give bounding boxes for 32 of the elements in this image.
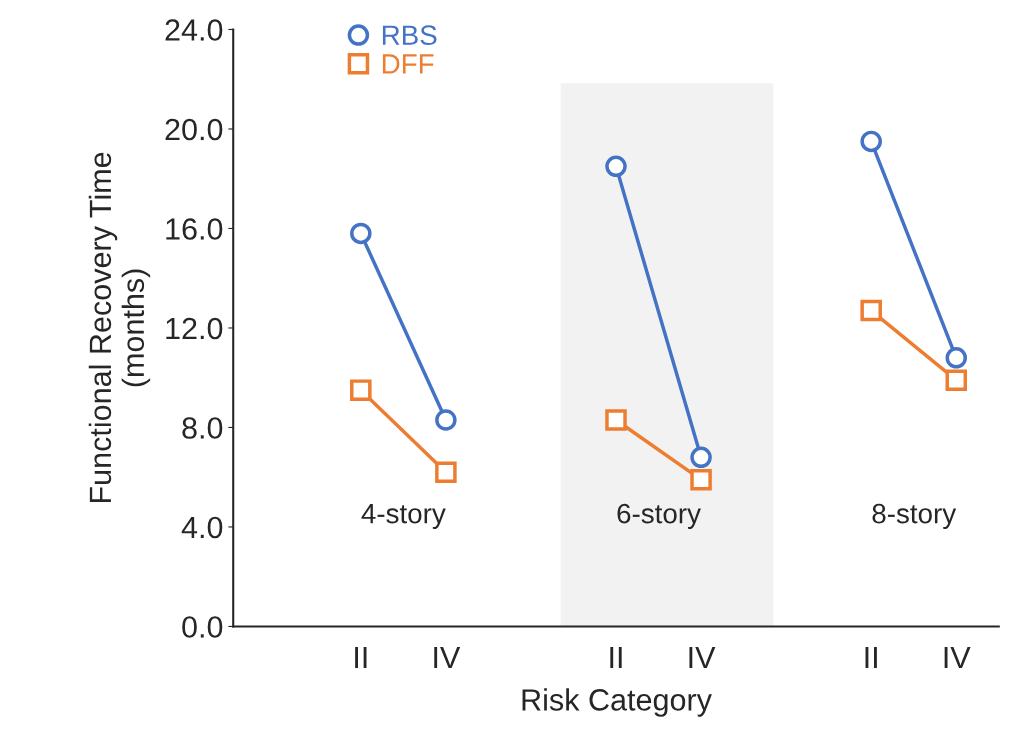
y-tick-label: 4.0 xyxy=(181,516,223,539)
point xyxy=(435,409,457,431)
x-tick-label: II xyxy=(865,647,877,669)
annotation: 4-story xyxy=(361,504,446,529)
point xyxy=(945,347,968,369)
point xyxy=(945,369,968,391)
y-tick-label: 8.0 xyxy=(182,417,223,439)
y-tick-label: 0.0 xyxy=(182,616,223,638)
annotation: 8-story xyxy=(872,503,957,529)
legend-label: DFF xyxy=(382,54,434,74)
annotation: 6-story xyxy=(617,503,701,529)
x-tick-label: IV xyxy=(944,647,971,669)
x-axis-title: Risk Category xyxy=(522,688,712,717)
legend-label: RBS xyxy=(382,25,437,46)
point xyxy=(435,461,457,483)
x-tick-label: IV xyxy=(434,647,461,669)
point xyxy=(350,379,372,401)
y-axis-title: Functional Recovery Time (months) xyxy=(88,152,151,503)
point xyxy=(860,130,882,153)
x-tick-label: II xyxy=(355,647,367,669)
y-tick-label: 12.0 xyxy=(166,317,223,340)
y-tick-label: 20.0 xyxy=(165,118,223,141)
y-tick-label: 24.0 xyxy=(165,19,223,41)
point xyxy=(860,299,882,322)
y-tick-label: 16.0 xyxy=(166,218,223,240)
point xyxy=(690,468,712,491)
point xyxy=(605,155,627,178)
point xyxy=(690,446,712,469)
point xyxy=(605,409,627,431)
x-tick-label: IV xyxy=(689,647,716,669)
x-tick-label: II xyxy=(610,647,622,669)
point xyxy=(350,222,372,245)
